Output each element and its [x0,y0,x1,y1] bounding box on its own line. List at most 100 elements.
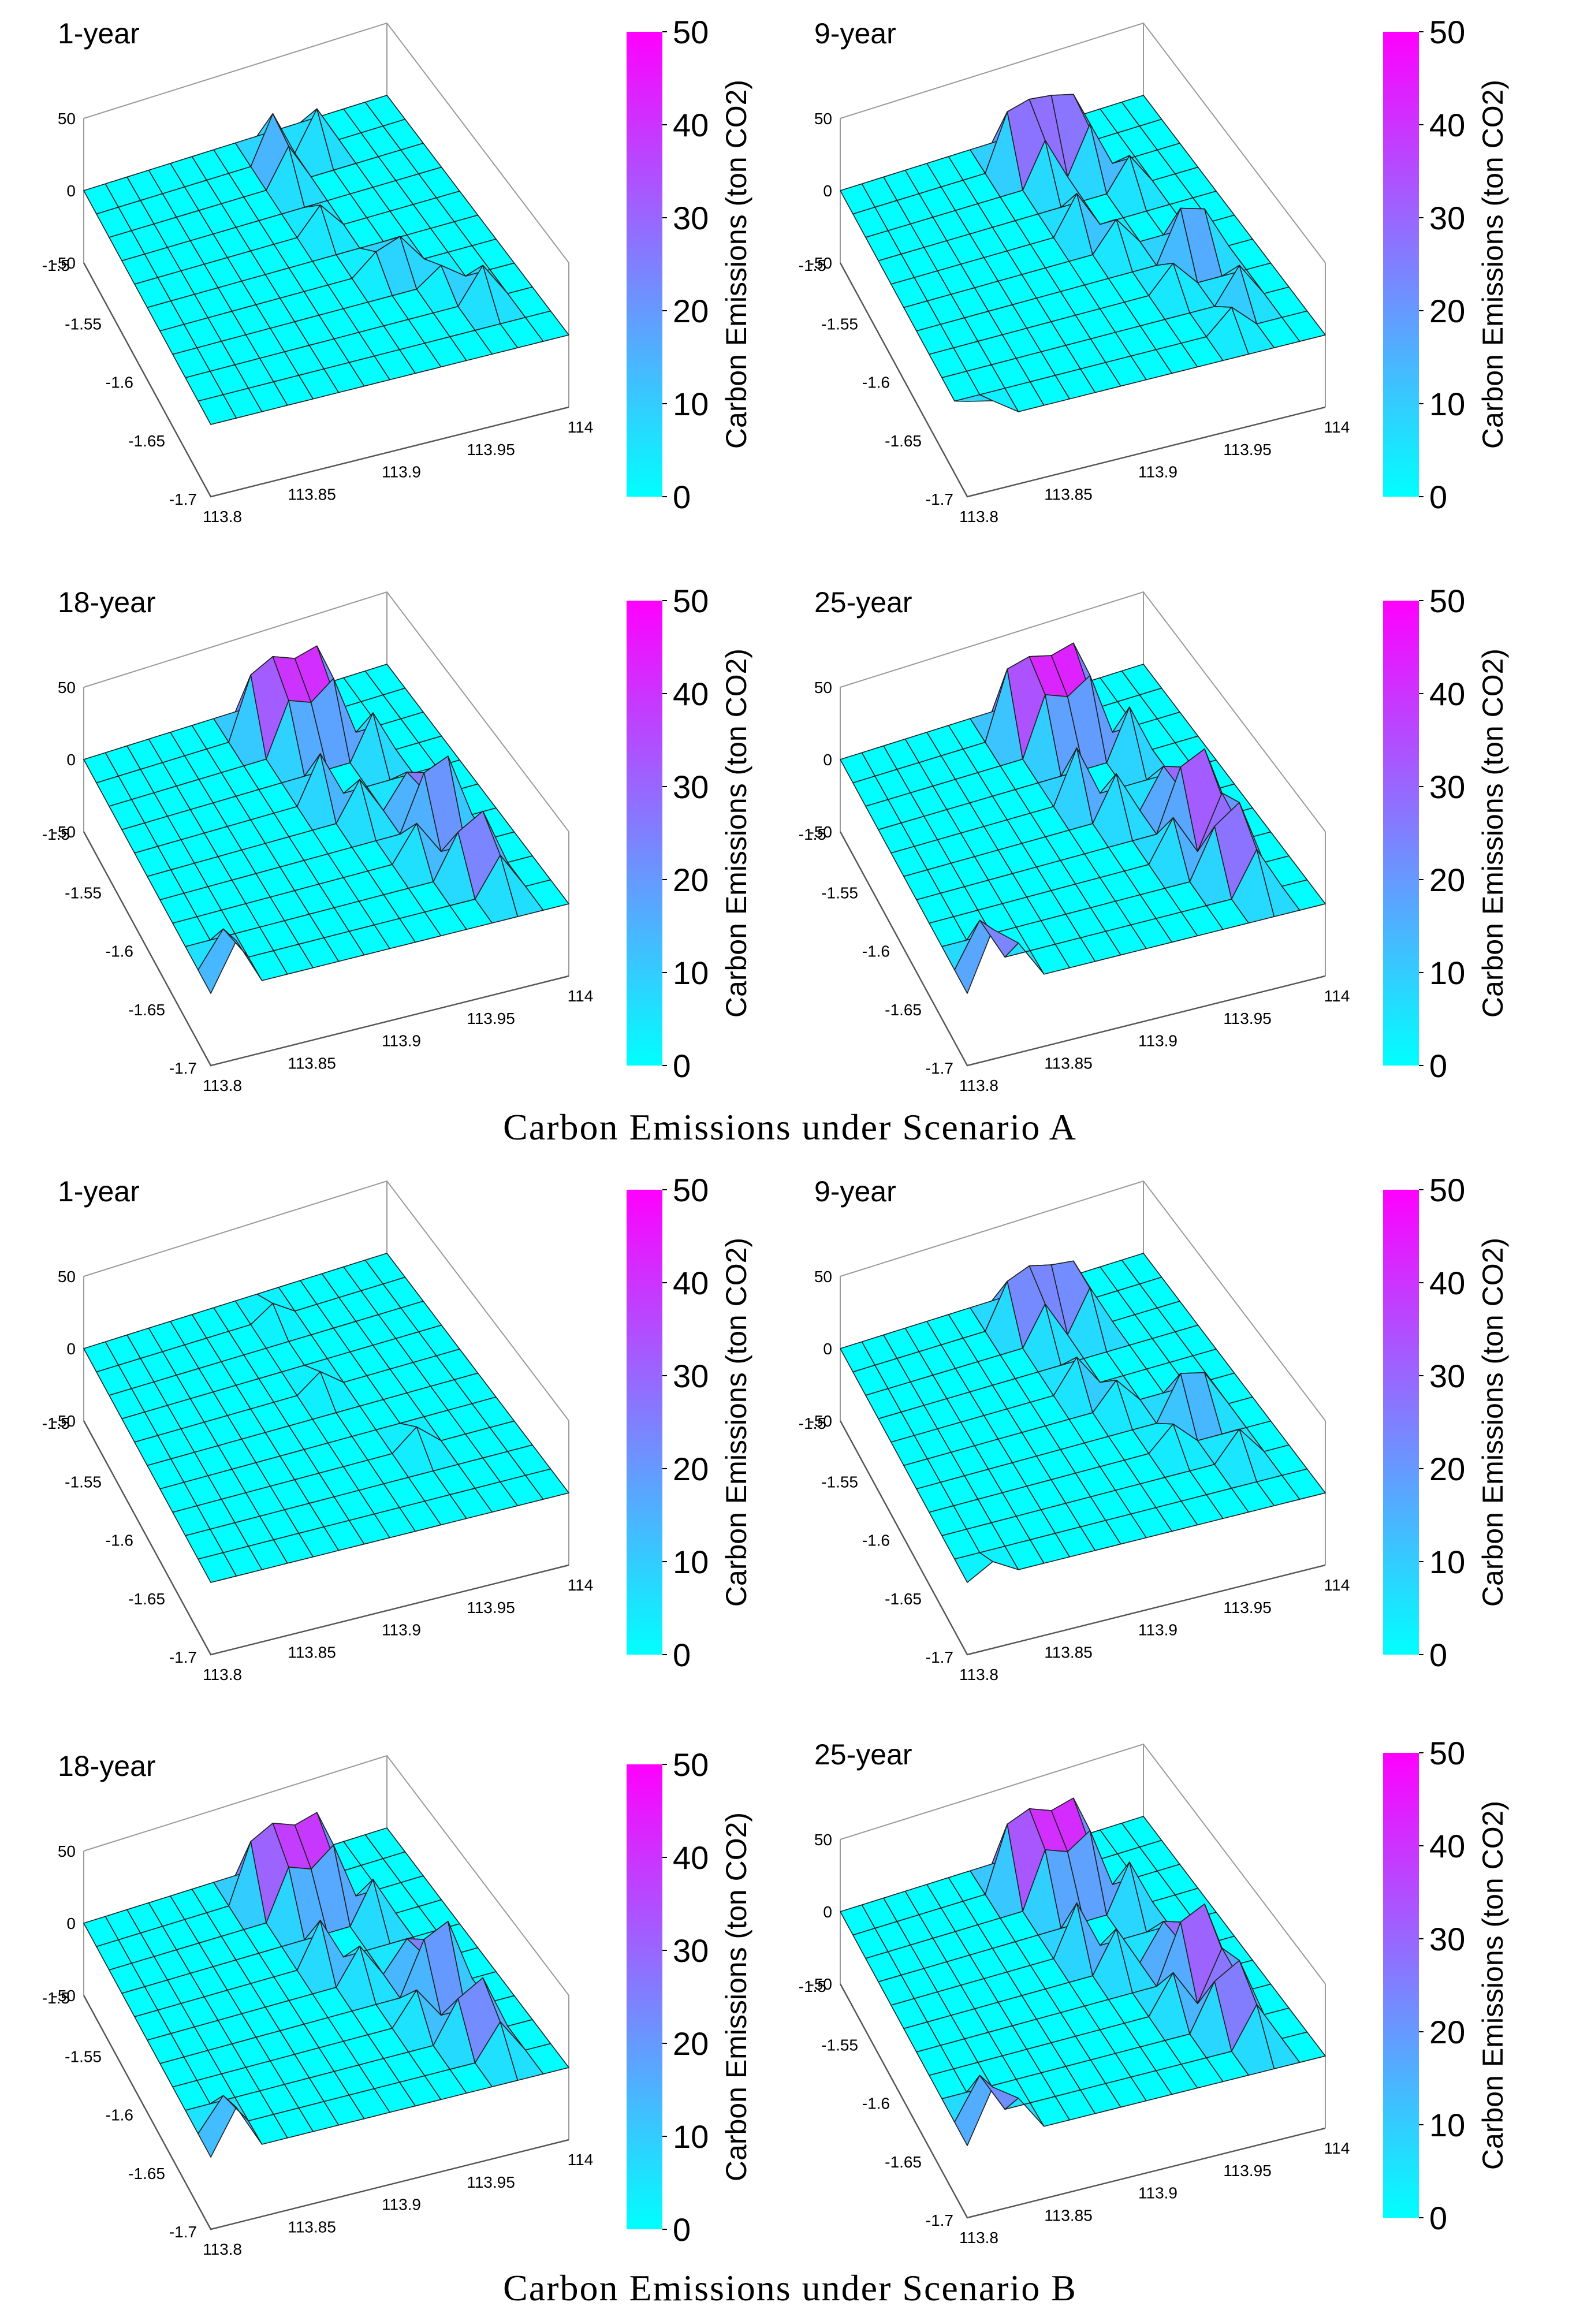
x-tick-label: 114 [568,2151,594,2169]
y-tick-label: -1.5 [799,1414,826,1432]
x-tick-label: 113.95 [1223,441,1272,459]
x-tick-label: 113.8 [203,2240,242,2258]
colorbar-tick-label: 50 [1429,583,1465,619]
colorbar-tick-label: 10 [673,386,709,422]
colorbar-tick-label: 40 [1429,1265,1465,1301]
caption-scenario-a: Carbon Emissions under Scenario A [503,1107,1077,1148]
surface-cell [525,310,569,342]
axis-baseline [83,831,569,1067]
y-tick-label: -1.55 [65,2047,102,2065]
x-tick-label: 113.9 [1138,2184,1177,2202]
y-tick-label: -1.7 [926,2211,953,2229]
z-tick-label: -50 [809,1412,832,1430]
x-tick-label: 113.95 [467,441,515,459]
colorbar-tick-label: 40 [1429,676,1465,712]
colorbar [1383,1753,1419,2218]
x-tick-label: 113.95 [467,1010,515,1027]
z-tick-label: 0 [823,1903,832,1921]
y-tick-label: -1.6 [106,1532,133,1550]
colorbar-tick-label: 40 [1429,1828,1465,1864]
x-tick-label: 113.9 [382,1621,421,1639]
colorbar-tick-label: 40 [673,107,709,143]
axis-baseline [83,1995,569,2230]
colorbar-tick-label: 20 [673,293,709,329]
colorbar-tick-label: 20 [673,862,709,898]
colorbar-tick-label: 30 [673,1932,709,1969]
colorbar-tick-label: 0 [673,479,691,515]
colorbar-tick-label: 20 [1429,2014,1465,2050]
colorbar [627,1764,662,2229]
colorbar-tick-label: 10 [673,2118,709,2155]
x-tick-label: 113.95 [467,1599,515,1617]
y-tick-label: -1.7 [926,490,953,508]
y-tick-label: -1.5 [42,256,70,274]
colorbar-label: Carbon Emissions (ton CO2) [1477,1238,1509,1607]
colorbar-tick-label: 50 [673,1746,709,1783]
y-tick-label: -1.55 [821,315,858,333]
colorbar-label: Carbon Emissions (ton CO2) [1477,80,1509,449]
x-tick-label: 114 [1324,2139,1350,2157]
axis-baseline [839,831,1326,1067]
y-tick-label: -1.55 [65,315,102,333]
colorbar-tick-label: 0 [673,2211,691,2248]
x-tick-label: 113.8 [203,1666,242,1684]
z-tick-label: -50 [809,1975,832,1993]
z-tick-label: 50 [814,1268,832,1286]
x-tick-label: 113.8 [959,1077,998,1094]
colorbar-label: Carbon Emissions (ton CO2) [720,1238,752,1607]
x-tick-label: 114 [1324,987,1350,1005]
y-tick-label: -1.5 [799,1977,826,1995]
colorbar-tick-label: 0 [1429,479,1447,515]
y-tick-label: -1.7 [169,2223,197,2241]
z-tick-label: 0 [823,182,832,200]
colorbar-tick-label: 50 [673,1172,709,1208]
x-tick-label: 114 [568,987,594,1005]
x-tick-label: 113.9 [1138,1621,1177,1639]
y-tick-label: -1.65 [128,432,165,450]
z-tick-label: 50 [814,1831,832,1849]
colorbar-tick-label: 30 [673,769,709,805]
colorbar-tick-label: 20 [1429,862,1465,898]
chart-panel: 50 0 -50-1.5 -1.55 -1.6 -1.65 -1.7 113.8 113.85 1… [799,14,1509,526]
colorbar-tick-label: 30 [673,1358,709,1394]
x-tick-label: 114 [568,1576,594,1594]
y-tick-label: -1.65 [885,1590,922,1608]
chart-panel: 50 0 -50-1.5 -1.55 -1.6 -1.65 -1.7 113.8 113.85 1… [42,14,752,526]
x-tick-label: 113.85 [288,485,336,503]
y-tick-label: -1.55 [821,1473,858,1491]
colorbar [1383,601,1419,1066]
chart-panel: 50 0 -50-1.5 -1.55 -1.6 -1.65 -1.7 113.8 113.85 1… [799,1172,1509,1684]
colorbar-tick-label: 30 [1429,200,1465,236]
colorbar-label: Carbon Emissions (ton CO2) [1477,1801,1509,2170]
y-tick-label: -1.6 [106,374,133,392]
y-tick-label: -1.5 [42,1989,70,2007]
x-tick-label: 113.9 [1138,1032,1177,1050]
y-tick-label: -1.55 [65,1473,102,1491]
colorbar-label: Carbon Emissions (ton CO2) [720,1812,752,2181]
colorbar-label: Carbon Emissions (ton CO2) [720,80,752,449]
colorbar-tick-label: 30 [1429,769,1465,805]
colorbar-tick-label: 30 [1429,1921,1465,1957]
x-tick-label: 114 [568,418,594,436]
surface-cell [1281,2031,1326,2063]
axis-baseline [83,262,569,498]
colorbar-tick-label: 40 [673,1839,709,1876]
colorbar-tick-label: 40 [1429,107,1465,143]
colorbar-tick-label: 20 [673,1451,709,1487]
y-tick-label: -1.6 [862,374,890,392]
x-tick-label: 113.9 [382,463,421,481]
axis-baseline [83,1420,569,1656]
chart-panel: 50 0 -50-1.5 -1.55 -1.6 -1.65 -1.7 113.8 113.85 1… [42,1746,752,2258]
y-tick-label: -1.65 [128,2165,165,2183]
z-tick-label: 50 [58,1268,76,1286]
y-tick-label: -1.6 [106,943,133,960]
x-tick-label: 113.95 [467,2173,515,2191]
panel-title: 18-year [58,1750,156,1782]
y-tick-label: -1.7 [169,490,197,508]
y-tick-label: -1.65 [885,432,922,450]
z-tick-label: 50 [58,679,76,697]
y-tick-label: -1.6 [862,2095,890,2113]
panel-title: 1-year [58,17,140,50]
x-tick-label: 113.95 [1223,1599,1272,1617]
colorbar-tick-label: 0 [1429,2200,1447,2236]
